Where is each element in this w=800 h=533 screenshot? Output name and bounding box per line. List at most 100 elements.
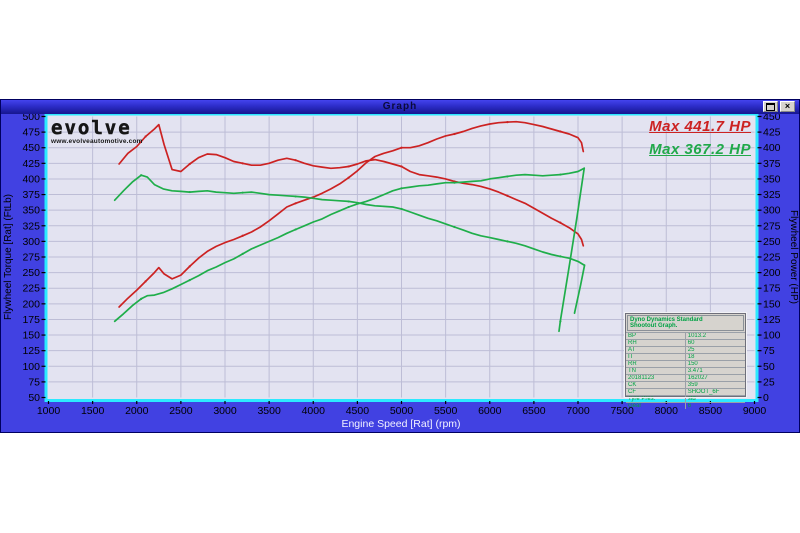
marker-red-torque: [347, 165, 350, 168]
marker-green-torque: [506, 240, 509, 243]
marker-green-torque: [140, 174, 143, 177]
right-tick-label: 175: [763, 283, 781, 295]
left-tick-label: 250: [22, 267, 40, 279]
left-tick-label: 500: [22, 114, 40, 123]
marker-red-power: [144, 280, 147, 283]
info-row: Gear 6: [626, 402, 745, 409]
close-button[interactable]: ×: [780, 101, 795, 112]
marker-green-torque: [453, 225, 456, 229]
left-tick-label: 50: [28, 392, 40, 404]
info-row: BP 1013.2: [626, 332, 745, 340]
curve-red-torque: [118, 123, 585, 247]
marker-green-power: [241, 252, 244, 255]
run-info-table: Dyno Dynamics Standard Shootout Graph. B…: [624, 312, 747, 409]
info-row: TN 3.471: [626, 367, 745, 375]
left-tick-label: 425: [22, 158, 40, 170]
marker-green-power: [453, 181, 456, 184]
marker-red-power: [294, 202, 297, 205]
info-row: CK 359: [626, 381, 745, 389]
right-tick-label: 50: [763, 361, 775, 373]
marker-red-power: [506, 121, 509, 124]
right-tick-label: 200: [763, 267, 781, 279]
curve-green-power-tail: [558, 167, 586, 333]
marker-red-power: [400, 146, 403, 149]
marker-green-torque: [241, 191, 244, 194]
left-tick-label: 325: [22, 220, 40, 232]
curve-red-power: [118, 120, 585, 308]
x-tick-label: 6000: [478, 405, 502, 417]
info-row: CF SHOOT_6F: [626, 388, 745, 396]
marker-green-power: [400, 187, 403, 190]
marker-green-torque: [400, 207, 403, 211]
info-row: RH 60: [626, 339, 745, 347]
right-tick-label: 250: [763, 236, 781, 248]
right-tick-label: 0: [763, 392, 769, 404]
marker-red-torque: [400, 165, 403, 168]
right-tick-label: 400: [763, 142, 781, 154]
right-tick-label: 150: [763, 298, 781, 310]
info-row: Tyre Pres. std: [626, 395, 745, 403]
left-tick-label: 450: [22, 142, 40, 154]
info-row: RR 150: [626, 360, 745, 368]
x-tick-label: 4000: [302, 405, 326, 417]
x-tick-label: 1000: [37, 405, 61, 417]
x-tick-label: 3500: [257, 405, 281, 417]
marker-red-torque: [294, 159, 297, 162]
right-tick-label: 225: [763, 252, 781, 264]
left-tick-label: 275: [22, 252, 40, 264]
left-tick-label: 125: [22, 345, 40, 357]
left-tick-label: 300: [22, 236, 40, 248]
max-power-red-label: Max 441.7 HP: [649, 118, 751, 135]
marker-red-torque: [506, 194, 509, 197]
left-tick-label: 175: [22, 314, 40, 326]
marker-red-torque: [241, 162, 244, 165]
x-tick-label: 6500: [522, 405, 546, 417]
x-tick-label: 2000: [125, 405, 149, 417]
marker-red-power: [559, 130, 562, 133]
marker-red-power: [453, 132, 456, 136]
x-tick-label: 5500: [434, 405, 458, 417]
right-tick-label: 375: [763, 158, 781, 170]
marker-green-power-tail: [559, 320, 562, 323]
right-tick-label: 425: [763, 127, 781, 139]
left-tick-label: 225: [22, 283, 40, 295]
right-tick-label: 325: [763, 189, 781, 201]
x-tick-label: 2500: [169, 405, 193, 417]
right-axis-label: Flywheel Power (HP): [788, 210, 799, 304]
info-row: 20181123 162027: [626, 374, 745, 382]
info-row: IT 18: [626, 353, 745, 361]
right-tick-label: 100: [763, 330, 781, 342]
x-tick-label: 9000: [743, 405, 767, 417]
marker-green-power: [347, 205, 350, 209]
marker-red-power: [188, 265, 191, 268]
run-info-grid: BP 1013.2 RH 60 AT 25 IT 18 RR 150 TN 3.471 20181123…: [626, 332, 745, 409]
title-bar[interactable]: Graph ×: [1, 100, 799, 115]
left-tick-label: 200: [22, 298, 40, 310]
x-tick-label: 4500: [346, 405, 370, 417]
right-tick-label: 300: [763, 205, 781, 217]
marker-green-power: [188, 279, 191, 282]
logo-url: www.evolveautomotive.com: [51, 138, 143, 145]
info-row: AT 25: [626, 346, 745, 354]
run-info-header: Dyno Dynamics Standard Shootout Graph.: [627, 315, 744, 331]
right-tick-label: 75: [763, 345, 775, 357]
curve-green-torque-tail: [573, 264, 586, 315]
marker-green-torque: [559, 255, 562, 258]
logo-wordmark: evolve: [51, 117, 132, 139]
restore-button[interactable]: [763, 101, 778, 112]
marker-green-torque: [294, 195, 297, 198]
marker-green-torque: [188, 190, 191, 194]
evolve-logo: evolve www.evolveautomotive.com: [51, 117, 143, 146]
marker-green-power: [140, 297, 143, 300]
marker-red-torque: [559, 221, 562, 224]
restore-icon: [766, 103, 775, 111]
left-tick-label: 100: [22, 361, 40, 373]
left-tick-label: 150: [22, 330, 40, 342]
x-axis-label: Engine Speed [Rat] (rpm): [341, 418, 460, 430]
right-tick-label: 450: [763, 114, 781, 123]
x-tick-label: 1500: [81, 405, 105, 417]
marker-red-power: [241, 234, 244, 237]
marker-red-power: [347, 176, 350, 179]
x-tick-label: 7000: [566, 405, 590, 417]
